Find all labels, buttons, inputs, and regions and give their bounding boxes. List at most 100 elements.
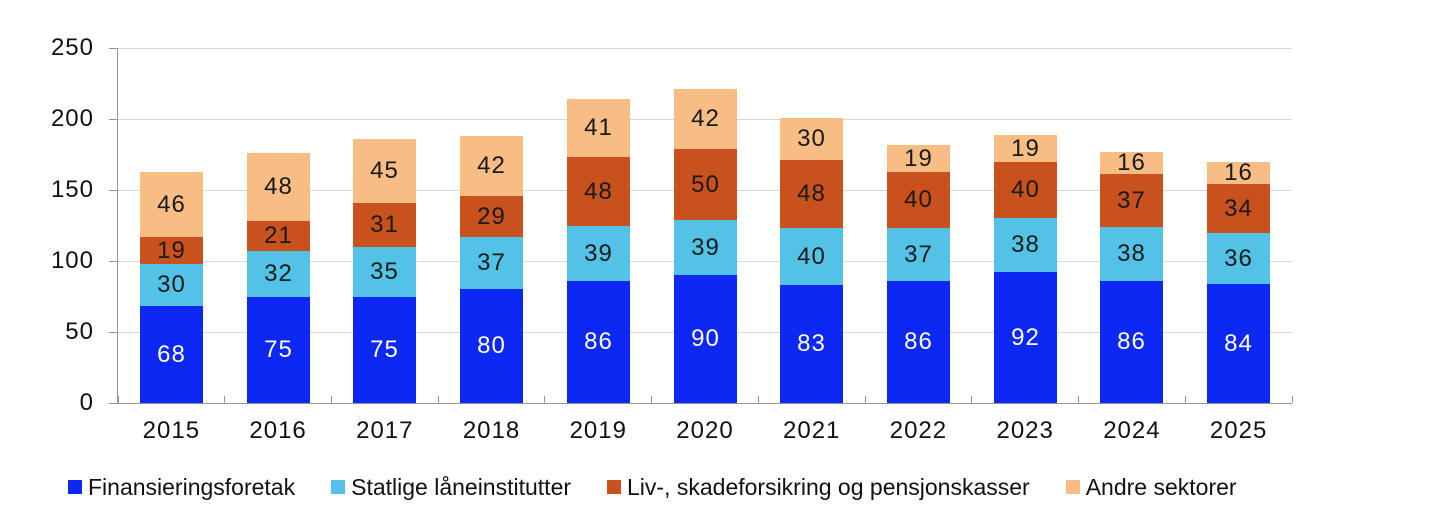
x-axis-label: 2019	[569, 417, 627, 444]
bar-segment-0-2017: 75	[353, 297, 416, 403]
bar-segment-0-2019: 86	[567, 281, 630, 403]
legend-item: Finansieringsforetak	[68, 474, 295, 500]
bar-value-label: 48	[264, 173, 293, 200]
bar-value-label: 39	[584, 239, 613, 267]
bar-segment-3-2024: 16	[1100, 149, 1163, 176]
bar-segment-3-2023: 19	[994, 135, 1057, 162]
bar-segment-2-2017: 31	[353, 203, 416, 247]
bar-segment-1-2016: 32	[247, 251, 310, 297]
x-axis-tick	[651, 396, 653, 403]
bar-value-label: 35	[370, 258, 399, 285]
legend-item: Andre sektorer	[1065, 474, 1237, 500]
y-axis-label: 200	[50, 105, 94, 132]
y-axis-tick	[109, 47, 117, 49]
bar-segment-0-2016: 75	[247, 297, 310, 403]
legend-label: Statlige låneinstitutter	[351, 474, 572, 500]
bar-value-label: 42	[477, 152, 506, 179]
bar-value-label: 32	[264, 260, 293, 287]
bar-value-label: 37	[477, 249, 506, 276]
bar-segment-2-2020: 50	[674, 149, 737, 220]
x-axis-label: 2025	[1209, 417, 1268, 444]
y-axis-tick	[109, 118, 117, 120]
bar-segment-2-2016: 21	[247, 221, 310, 251]
legend-label: Finansieringsforetak	[88, 474, 296, 500]
x-axis-tick	[437, 396, 439, 403]
bar-value-label: 34	[1224, 194, 1253, 222]
bar-value-label: 50	[691, 170, 720, 198]
bar-segment-0-2023: 92	[994, 272, 1057, 403]
bar-segment-1-2019: 39	[567, 226, 630, 281]
x-axis-label: 2022	[889, 417, 948, 444]
bar-value-label: 30	[797, 125, 826, 152]
bar-value-label: 83	[797, 330, 826, 357]
x-axis-tick	[1078, 396, 1080, 403]
x-axis-label: 2024	[1103, 417, 1161, 444]
x-axis-label: 2016	[249, 417, 307, 444]
bar-value-label: 37	[904, 240, 933, 268]
bar-segment-3-2021: 30	[780, 118, 843, 160]
bar-value-label: 75	[264, 336, 293, 363]
bar-value-label: 29	[477, 202, 506, 230]
bar-segment-3-2025: 16	[1207, 159, 1270, 186]
legend-swatch	[607, 480, 622, 494]
bar-value-label: 19	[1011, 134, 1040, 162]
chart-legend: Finansieringsforetak Statlige låneinstitu…	[68, 474, 1237, 500]
bar-segment-3-2017: 45	[353, 139, 416, 203]
x-axis-tick	[971, 396, 973, 403]
x-axis-tick	[224, 396, 226, 403]
legend-item: Statlige låneinstitutter	[331, 474, 571, 500]
bar-segment-2-2018: 29	[460, 196, 523, 237]
legend-swatch	[331, 480, 346, 494]
y-axis-label: 0	[79, 389, 94, 416]
bar-segment-0-2020: 90	[674, 275, 737, 403]
bar-segment-2-2015: 19	[140, 237, 203, 264]
x-axis-tick	[1184, 396, 1186, 403]
bar-value-label: 45	[370, 157, 399, 184]
bar-value-label: 38	[1011, 231, 1040, 258]
y-axis-label: 100	[50, 247, 94, 274]
bar-segment-1-2015: 30	[140, 264, 203, 306]
y-axis-tick	[109, 189, 117, 191]
bar-value-label: 21	[264, 222, 293, 249]
bar-value-label: 68	[157, 340, 186, 368]
gridline	[118, 47, 1292, 49]
legend-item: Liv-, skadeforsikring og pensjonskasser	[607, 474, 1030, 500]
bar-segment-2-2019: 48	[567, 157, 630, 226]
x-axis-tick	[1291, 396, 1293, 403]
bar-value-label: 86	[1117, 328, 1146, 355]
y-axis-tick	[109, 260, 117, 262]
y-axis-label: 250	[50, 34, 94, 61]
bar-value-label: 16	[1224, 159, 1253, 186]
bar-value-label: 19	[157, 236, 186, 264]
bar-segment-2-2025: 34	[1207, 184, 1270, 233]
x-axis-label: 2018	[462, 417, 521, 444]
bar-value-label: 84	[1224, 329, 1253, 357]
bar-value-label: 48	[797, 180, 826, 207]
x-axis-label: 2015	[142, 417, 201, 444]
bar-value-label: 30	[157, 271, 186, 298]
bar-segment-2-2024: 37	[1100, 174, 1163, 227]
bar-segment-2-2022: 40	[887, 172, 950, 228]
y-axis-tick	[109, 402, 117, 404]
bar-segment-0-2021: 83	[780, 285, 843, 403]
x-axis-label: 2020	[676, 417, 734, 444]
bar-value-label: 41	[584, 114, 613, 141]
bar-segment-1-2020: 39	[674, 220, 737, 275]
bar-segment-0-2022: 86	[887, 281, 950, 403]
x-axis-label: 2017	[356, 417, 414, 444]
bar-value-label: 37	[1117, 186, 1146, 214]
bar-value-label: 75	[370, 336, 399, 363]
legend-swatch	[1065, 480, 1080, 494]
x-axis-tick	[330, 396, 332, 403]
bar-value-label: 16	[1117, 149, 1146, 176]
bar-value-label: 48	[584, 177, 613, 205]
bar-value-label: 86	[904, 328, 933, 355]
bar-segment-2-2021: 48	[780, 160, 843, 228]
bar-segment-0-2024: 86	[1100, 281, 1163, 403]
bar-value-label: 86	[584, 328, 613, 355]
bar-segment-1-2022: 37	[887, 228, 950, 281]
bar-segment-3-2022: 19	[887, 145, 950, 172]
bar-segment-0-2025: 84	[1207, 284, 1270, 403]
x-axis-tick	[117, 396, 119, 403]
x-axis-label: 2023	[996, 417, 1054, 444]
